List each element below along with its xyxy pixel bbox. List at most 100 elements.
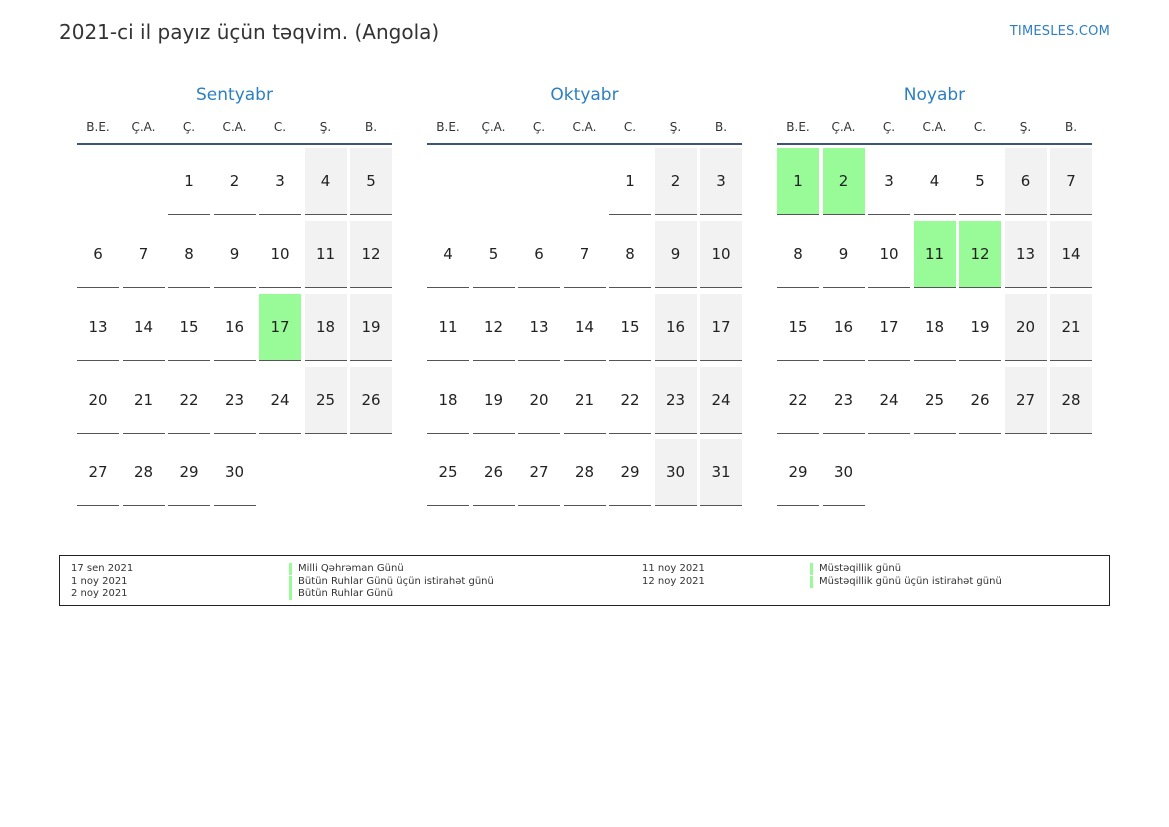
legend-holiday-name: Müstəqillik günü üçün istirahət günü — [810, 575, 1002, 588]
weekday-label: B. — [1064, 120, 1078, 134]
day-cell: 30 — [822, 439, 865, 506]
day-cell: 4 — [913, 148, 956, 215]
day-cell: 9 — [213, 221, 256, 288]
site-link[interactable]: TIMESLES.COM — [1009, 24, 1110, 39]
day-cell: 14 — [563, 294, 606, 361]
day-cell: 18 — [913, 294, 956, 361]
day-cell: 28 — [122, 439, 165, 506]
day-cell: 11 — [304, 221, 347, 288]
holiday-day-cell: 1 — [777, 148, 819, 215]
day-cell: 21 — [1050, 294, 1092, 361]
day-cell: 24 — [259, 367, 301, 434]
month-calendar: Sentyabr B.E. Ç.A. Ç. C.A. C. Ş. B. 1 2 3 4 5 6 7 8 9 10 1… — [77, 84, 392, 506]
day-cell: 29 — [777, 439, 819, 506]
day-cell: 7 — [563, 221, 606, 288]
day-cell: 22 — [168, 367, 210, 434]
day-cell: 27 — [1004, 367, 1047, 434]
weekday-label: C.A. — [922, 120, 947, 134]
day-cell: 19 — [350, 294, 392, 361]
legend-date: 17 sen 2021 — [71, 563, 134, 574]
weekday-label: B. — [714, 120, 728, 134]
weekday-label: Ç. — [182, 120, 196, 134]
holiday-day-cell: 12 — [959, 221, 1001, 288]
day-cell: 15 — [609, 294, 651, 361]
day-cell: 6 — [518, 221, 560, 288]
day-cell: 28 — [1050, 367, 1092, 434]
day-cell: 29 — [168, 439, 210, 506]
day-cell: 18 — [427, 367, 469, 434]
month-calendar: Noyabr B.E. Ç.A. Ç. C.A. C. Ş. B. 1 2 3 4 5 6 7 8 9 10 11 1… — [777, 84, 1092, 506]
day-cell: 8 — [609, 221, 651, 288]
day-cell: 28 — [563, 439, 606, 506]
day-cell: 19 — [959, 294, 1001, 361]
day-cell: 1 — [609, 148, 651, 215]
weekday-label: Ç.A. — [131, 120, 156, 134]
weekday-label: Ç. — [532, 120, 546, 134]
day-cell: 19 — [472, 367, 515, 434]
weekday-label: C.A. — [222, 120, 247, 134]
day-cell: 9 — [654, 221, 697, 288]
day-cell: 7 — [122, 221, 165, 288]
legend-date: 11 noy 2021 — [642, 563, 705, 574]
weekday-label: Ş. — [1019, 120, 1032, 134]
holiday-day-cell: 11 — [913, 221, 956, 288]
weekday-header: B.E. Ç.A. Ç. C.A. C. Ş. B. — [77, 117, 392, 145]
legend-holiday-name: Bütün Ruhlar Günü üçün istirahət günü — [289, 575, 494, 588]
day-cell: 22 — [609, 367, 651, 434]
day-cell: 3 — [868, 148, 910, 215]
day-cell: 17 — [700, 294, 742, 361]
weekday-label: Ş. — [319, 120, 332, 134]
day-cell: 22 — [777, 367, 819, 434]
day-cell: 25 — [427, 439, 469, 506]
month-calendar: Oktyabr B.E. Ç.A. Ç. C.A. C. Ş. B. 1 2 3 4 5 6 7 8 9 10 11… — [427, 84, 742, 506]
day-cell: 26 — [350, 367, 392, 434]
day-cell: 23 — [822, 367, 865, 434]
day-cell: 10 — [700, 221, 742, 288]
day-cell: 5 — [959, 148, 1001, 215]
weekday-label: B.E. — [786, 120, 810, 134]
weekday-label: B.E. — [436, 120, 460, 134]
day-cell: 12 — [350, 221, 392, 288]
month-name: Sentyabr — [196, 85, 273, 105]
day-cell: 14 — [122, 294, 165, 361]
day-cell: 25 — [913, 367, 956, 434]
day-cell: 24 — [700, 367, 742, 434]
weekday-header: B.E. Ç.A. Ç. C.A. C. Ş. B. — [427, 117, 742, 145]
day-cell: 30 — [213, 439, 256, 506]
weekday-label: B.E. — [86, 120, 110, 134]
weekday-header: B.E. Ç.A. Ç. C.A. C. Ş. B. — [777, 117, 1092, 145]
day-cell: 23 — [654, 367, 697, 434]
day-cell: 27 — [518, 439, 560, 506]
day-cell: 12 — [472, 294, 515, 361]
day-cell: 21 — [122, 367, 165, 434]
holiday-day-cell: 2 — [822, 148, 865, 215]
page-title: 2021-ci il payız üçün təqvim. (Angola) — [59, 20, 440, 44]
day-cell: 24 — [868, 367, 910, 434]
day-cell: 6 — [77, 221, 119, 288]
day-cell: 1 — [168, 148, 210, 215]
holiday-day-cell: 17 — [259, 294, 301, 361]
day-cell: 16 — [213, 294, 256, 361]
weekday-label: C.A. — [572, 120, 597, 134]
day-cell: 14 — [1050, 221, 1092, 288]
day-cell: 10 — [259, 221, 301, 288]
day-cell: 4 — [427, 221, 469, 288]
weekday-label: Ç.A. — [481, 120, 506, 134]
day-cell: 29 — [609, 439, 651, 506]
legend-date: 12 noy 2021 — [642, 575, 705, 587]
day-cell: 5 — [350, 148, 392, 215]
day-cell: 20 — [77, 367, 119, 434]
day-cell: 3 — [259, 148, 301, 215]
day-cell: 31 — [700, 439, 742, 506]
day-cell: 16 — [822, 294, 865, 361]
legend-holiday-name: Bütün Ruhlar Günü — [289, 588, 393, 600]
day-cell: 18 — [304, 294, 347, 361]
holiday-legend: 17 sen 2021 Milli Qəhrəman Günü 1 noy 2021… — [59, 555, 1110, 606]
weekday-label: Ç.A. — [831, 120, 856, 134]
weekday-label: C. — [273, 120, 287, 134]
day-cell: 13 — [518, 294, 560, 361]
day-cell: 27 — [77, 439, 119, 506]
day-cell: 15 — [168, 294, 210, 361]
day-cell: 11 — [427, 294, 469, 361]
weekday-label: Ş. — [669, 120, 682, 134]
